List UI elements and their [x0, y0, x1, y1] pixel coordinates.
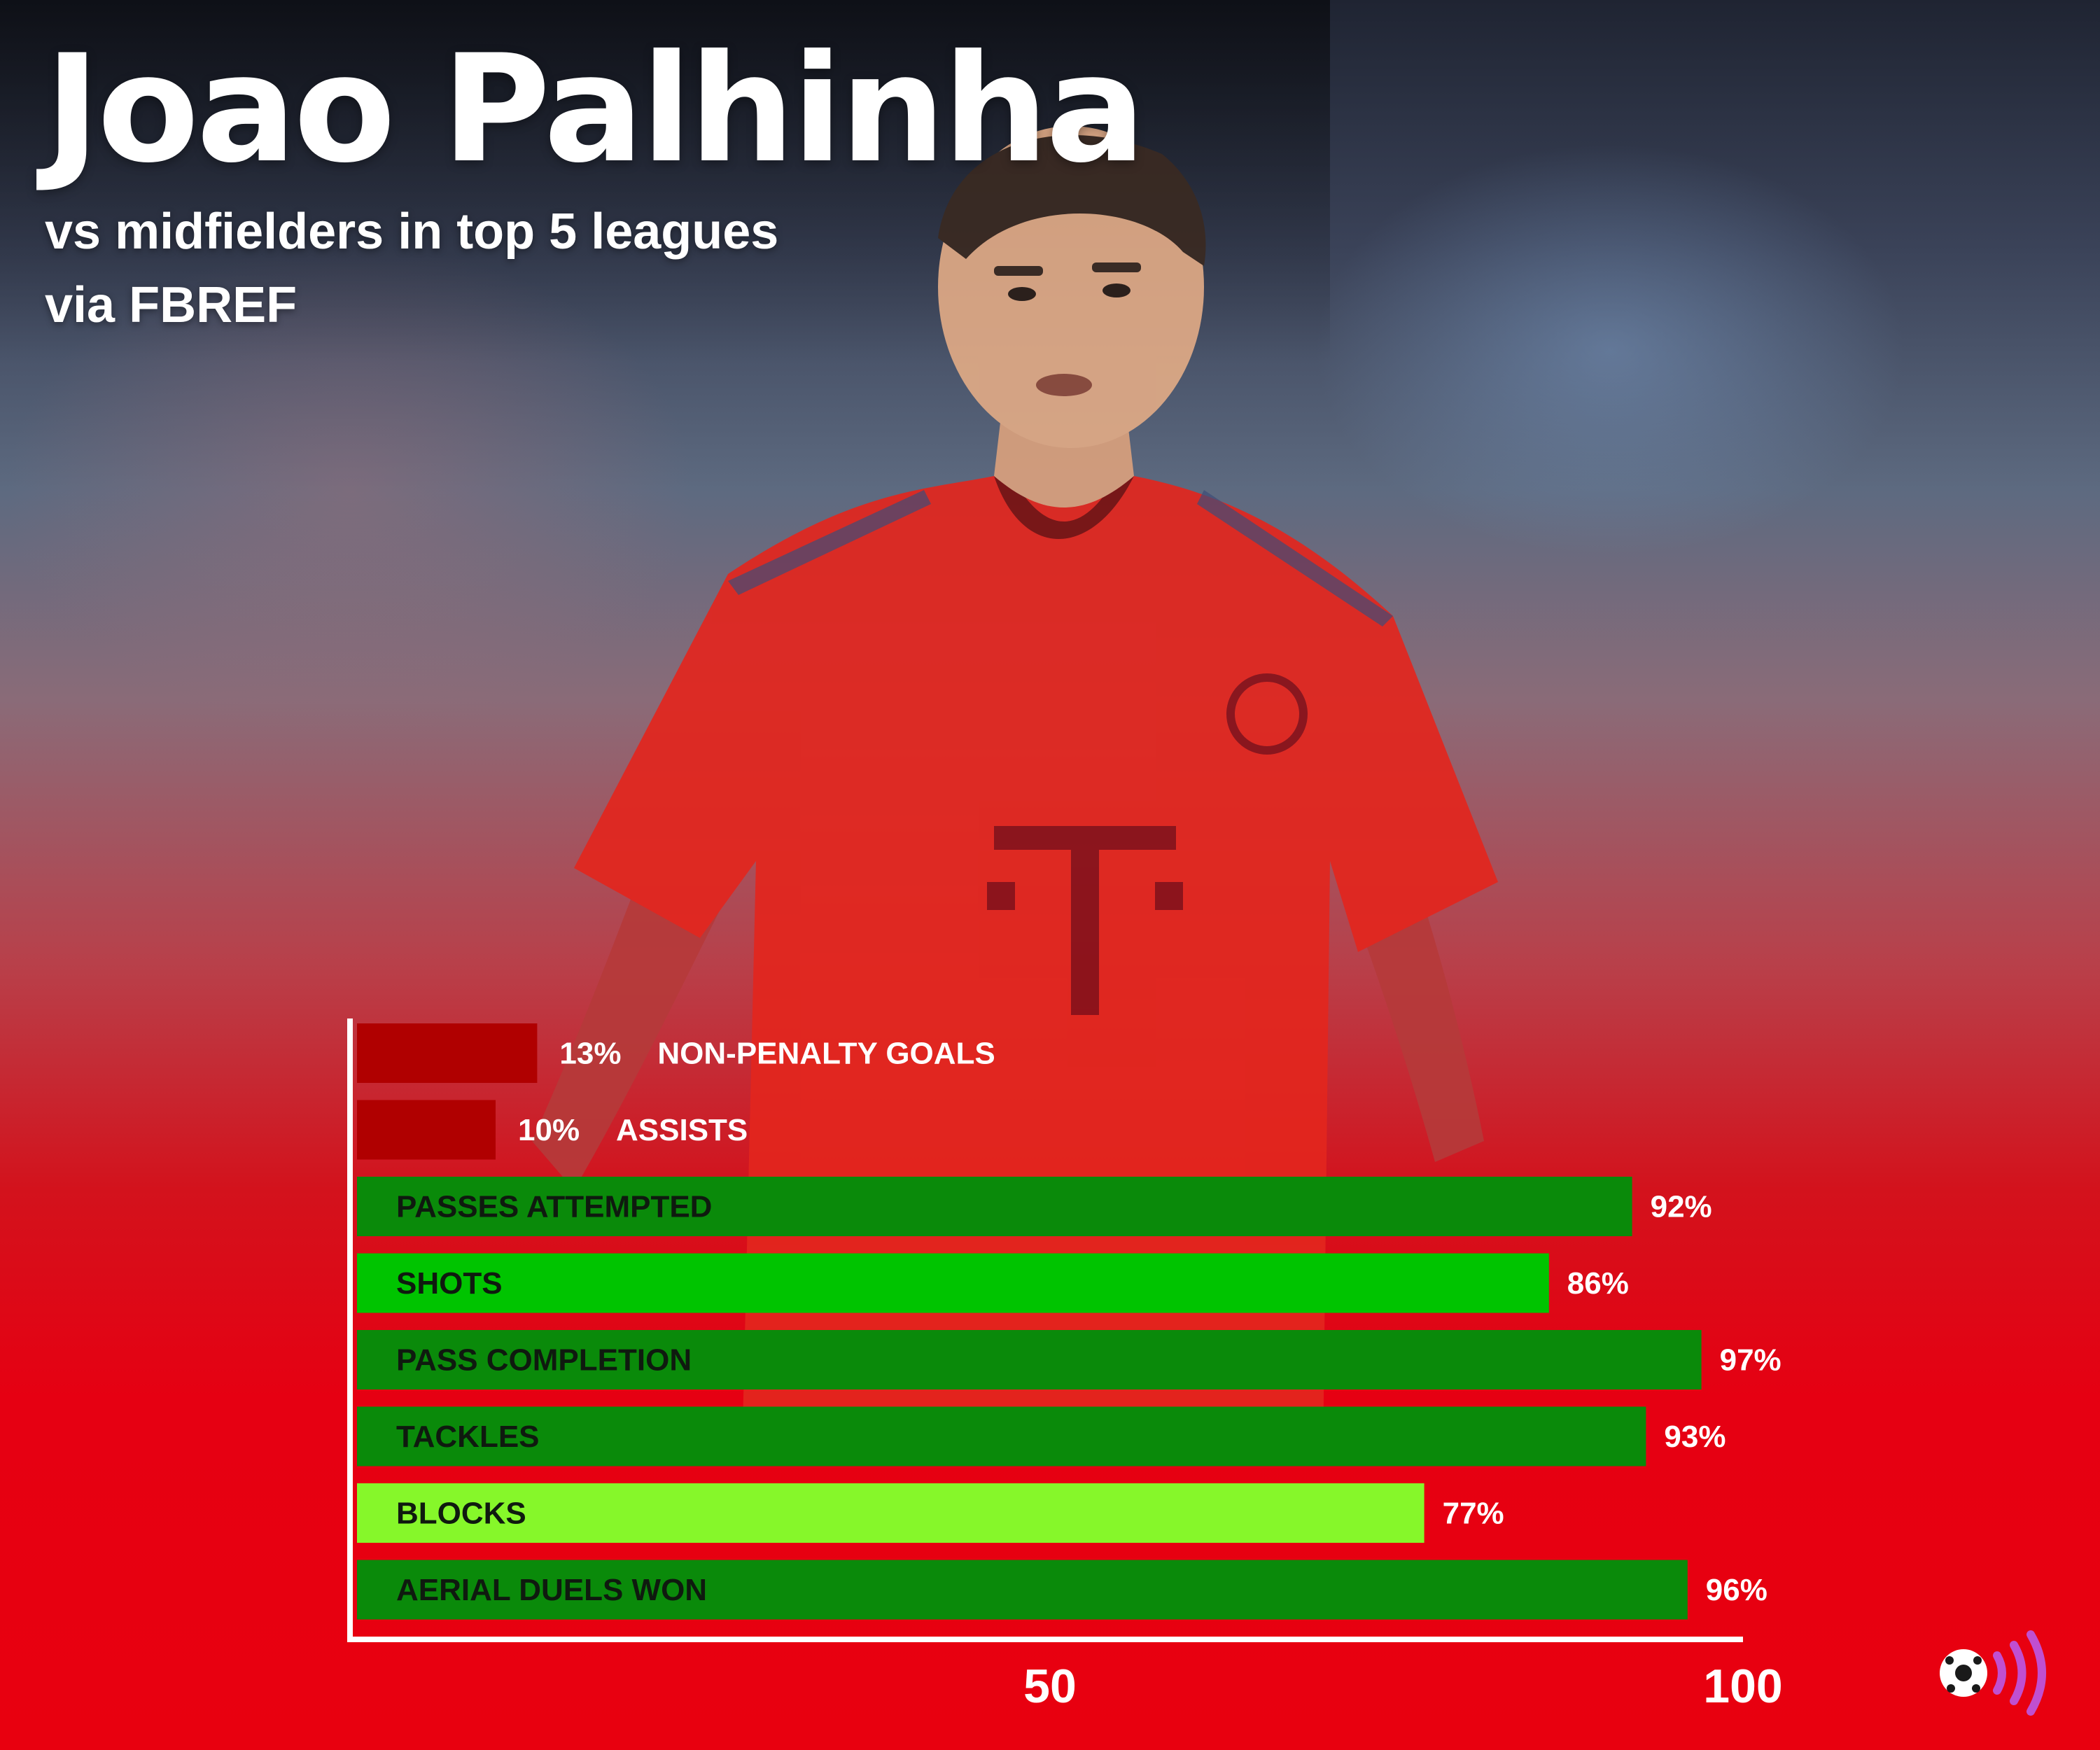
bar-aerial-duels-won: [357, 1560, 1688, 1620]
category-label-non-penalty-goals: NON-PENALTY GOALS: [657, 1037, 995, 1071]
x-tick-label-100: 100: [1703, 1660, 1782, 1713]
category-label-aerial-duels-won: AERIAL DUELS WON: [396, 1573, 707, 1607]
football-sound-waves-icon: [1940, 1630, 2046, 1716]
bar-passes-attempted: [357, 1177, 1632, 1236]
category-label-assists: ASSISTS: [616, 1113, 748, 1147]
bars-group: NON-PENALTY GOALS 13% ASSISTS 10% PASSES ATT…: [357, 1023, 1782, 1620]
category-label-tackles: TACKLES: [396, 1420, 540, 1454]
category-label-pass-completion: PASS COMPLETION: [396, 1343, 692, 1378]
value-label-non-penalty-goals: 13%: [559, 1037, 621, 1071]
bar-pass-completion: [357, 1330, 1702, 1390]
value-label-blocks: 77%: [1443, 1497, 1504, 1531]
source-label: via FBREF: [45, 277, 298, 333]
bar-non-penalty-goals: [357, 1023, 538, 1083]
bar-blocks: [357, 1483, 1424, 1543]
value-label-tackles: 93%: [1664, 1420, 1726, 1454]
value-label-shots: 86%: [1567, 1266, 1629, 1301]
category-label-shots: SHOTS: [396, 1266, 503, 1301]
value-label-pass-completion: 97%: [1720, 1343, 1782, 1378]
x-tick-label-50: 50: [1023, 1660, 1077, 1713]
value-label-aerial-duels-won: 96%: [1706, 1573, 1768, 1607]
bar-tackles: [357, 1406, 1646, 1466]
subtitle: vs midfielders in top 5 leagues: [45, 204, 779, 260]
bar-assists: [357, 1100, 496, 1160]
page-title: Joao Palhinha: [45, 22, 1146, 195]
bar-shots: [357, 1253, 1549, 1313]
category-label-passes-attempted: PASSES ATTEMPTED: [396, 1190, 712, 1224]
value-label-passes-attempted: 92%: [1651, 1190, 1712, 1224]
axes-group: 50 100: [347, 1018, 1783, 1713]
category-label-blocks: BLOCKS: [396, 1497, 526, 1531]
value-label-assists: 10%: [518, 1113, 580, 1147]
